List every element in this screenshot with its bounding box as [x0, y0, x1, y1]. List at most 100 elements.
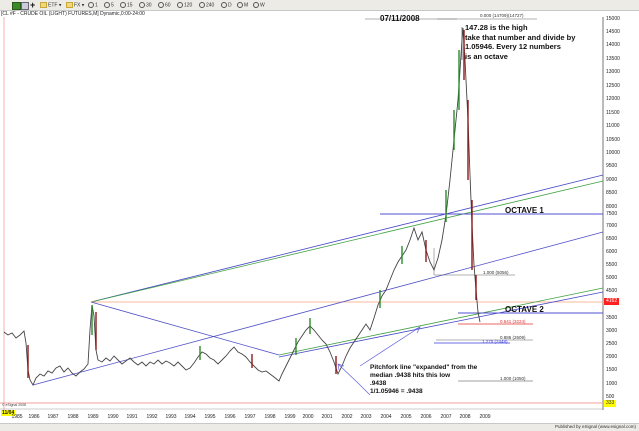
fib-label-4: 1.270 (2448) — [482, 339, 508, 344]
clock-icon — [139, 2, 145, 8]
y-tick: 6000 — [606, 249, 618, 255]
clock-icon — [199, 2, 205, 8]
octave-2-label: OCTAVE 2 — [505, 305, 544, 314]
etf-menu[interactable]: ETF ▾ — [40, 2, 61, 9]
x-tick: 2003 — [360, 414, 372, 420]
pitchfork-note: Pitchfork line "expanded" from the media… — [370, 364, 478, 395]
y-tick: 11500 — [606, 110, 620, 116]
y-tick: 1500 — [606, 367, 618, 373]
interval-5[interactable]: 5 — [104, 2, 114, 9]
x-tick: 1986 — [28, 414, 40, 420]
interval-240[interactable]: 240 — [199, 2, 214, 9]
x-tick: 2002 — [341, 414, 353, 420]
fib-label-0: 0.000 (14709)(14727) — [480, 13, 524, 18]
x-tick: 1992 — [146, 414, 158, 420]
y-tick: 9000 — [606, 177, 618, 183]
y-tick: 2000 — [606, 354, 618, 360]
x-tick: 2007 — [440, 414, 452, 420]
x-tick: 1997 — [244, 414, 256, 420]
y-tick: 13500 — [606, 56, 620, 62]
y-tick: 14000 — [606, 42, 620, 48]
y-tick: 4500 — [606, 288, 618, 294]
x-tick: 1987 — [47, 414, 59, 420]
y-tick: 13000 — [606, 69, 620, 75]
x-tick: 1995 — [204, 414, 216, 420]
x-tick: 1990 — [107, 414, 119, 420]
x-tick: 2008 — [459, 414, 471, 420]
x-tick: 1993 — [165, 414, 177, 420]
folder-icon — [66, 2, 73, 8]
x-tick: 2009 — [479, 414, 491, 420]
x-tick: 1991 — [126, 414, 138, 420]
interval-15[interactable]: 15 — [120, 2, 133, 9]
status-bar: Published by eSignal (www.esignal.com) — [0, 423, 639, 431]
clock-icon — [158, 2, 164, 8]
y-tick: 2500 — [606, 341, 618, 347]
interval-monthly[interactable]: M — [237, 2, 248, 9]
y-tick: 14500 — [606, 29, 620, 35]
grid-icon[interactable] — [12, 2, 21, 10]
interval-weekly[interactable]: W — [253, 2, 265, 9]
x-tick: 2006 — [420, 414, 432, 420]
interval-120[interactable]: 120 — [177, 2, 192, 9]
y-tick: 500 — [606, 394, 615, 400]
fib-label-5: 1.000 (1050) — [500, 376, 526, 381]
y-tick: 11000 — [606, 123, 620, 129]
y-tick: 7500 — [606, 211, 618, 217]
y-tick: 5000 — [606, 275, 618, 281]
fib-label-2: 0.641 (3224) — [500, 319, 526, 324]
high-note: 147.28 is the high take that number and … — [465, 23, 576, 61]
y-tick: 12000 — [606, 96, 620, 102]
y-tick: 9500 — [606, 163, 618, 169]
y-tick: 5500 — [606, 262, 618, 268]
fx-menu[interactable]: FX ▾ — [66, 2, 84, 9]
x-tick: 1996 — [224, 414, 236, 420]
high-date-label: 07/11/2008 — [380, 14, 420, 23]
clock-icon — [88, 2, 94, 8]
clock-icon — [104, 2, 110, 8]
clock-icon — [120, 2, 126, 8]
low-value-badge: 333 — [604, 400, 617, 407]
fib-label-1: 1.000 (5056) — [483, 270, 509, 275]
x-tick: 1999 — [284, 414, 296, 420]
current-date-badge: 11/04 — [1, 410, 16, 416]
x-tick: 1989 — [87, 414, 99, 420]
clock-icon — [253, 2, 259, 8]
y-tick: 7000 — [606, 223, 618, 229]
toolbar: + ETF ▾ FX ▾ 1 5 15 30 60 120 240 D M W — [0, 0, 639, 11]
interval-1[interactable]: 1 — [88, 2, 98, 9]
y-tick: 1000 — [606, 381, 618, 387]
fib-label-3: 0.886 (2609) — [500, 335, 526, 340]
octave-1-label: OCTAVE 1 — [505, 206, 544, 215]
interval-30[interactable]: 30 — [139, 2, 152, 9]
clock-icon — [177, 2, 183, 8]
x-tick: 1988 — [67, 414, 79, 420]
y-tick: 10500 — [606, 137, 620, 143]
chart-plot-area[interactable] — [0, 17, 604, 410]
new-window-icon[interactable] — [21, 2, 29, 10]
add-icon[interactable]: + — [30, 0, 36, 10]
x-tick: 2004 — [380, 414, 392, 420]
y-tick: 8000 — [606, 204, 618, 210]
y-tick: 12500 — [606, 83, 620, 89]
x-tick: 1994 — [184, 414, 196, 420]
folder-icon — [40, 2, 47, 8]
x-tick: 1998 — [264, 414, 276, 420]
chart-title: [CL #F - CRUDE OIL (LIGHT) FUTURES,M] Dy… — [1, 11, 145, 17]
price-series — [3, 27, 481, 386]
y-tick: 3500 — [606, 315, 618, 321]
interval-daily[interactable]: D — [221, 2, 232, 9]
candle-accents — [27, 30, 477, 378]
annotation-arrows — [337, 326, 421, 396]
interval-60[interactable]: 60 — [158, 2, 171, 9]
y-tick: 3000 — [606, 328, 618, 334]
clock-icon — [221, 2, 227, 8]
esignal-watermark: © eSignal 2008 — [2, 403, 26, 407]
x-tick: 2001 — [321, 414, 333, 420]
y-tick: 15000 — [606, 16, 620, 22]
last-price-badge: 4162 — [604, 298, 620, 305]
x-tick: 2005 — [400, 414, 412, 420]
x-tick: 2000 — [302, 414, 314, 420]
clock-icon — [237, 2, 243, 8]
x-tick: 1985 — [11, 414, 23, 420]
